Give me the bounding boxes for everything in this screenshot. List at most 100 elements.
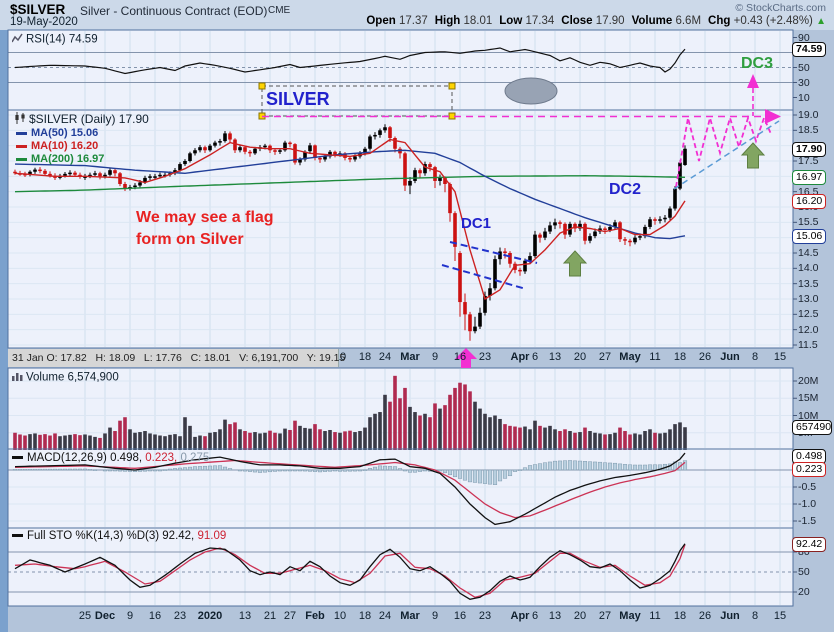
- macd-axis-label: -0.5: [798, 481, 817, 493]
- price-axis-label: 13.5: [798, 277, 819, 290]
- date-label: Jun: [720, 351, 740, 363]
- date-label: May: [619, 351, 641, 363]
- rsi-axis-label: 90: [798, 31, 810, 44]
- sto-value-2: 91.09: [197, 530, 227, 542]
- date-label: 23: [478, 351, 492, 363]
- value-callout: 0.223: [792, 462, 827, 478]
- macd-name: MACD(12,26,9): [27, 452, 107, 464]
- date-label: 20: [573, 351, 587, 363]
- price-legend: $SILVER (Daily) 17.90: [14, 112, 149, 127]
- rsi-axis-label: 10: [798, 91, 810, 104]
- price-axis-label: 12.0: [798, 323, 819, 336]
- chg-value: +0.43 (+2.48%): [733, 15, 813, 27]
- date-label: 11: [649, 610, 661, 622]
- date-label: 15: [773, 351, 787, 363]
- price-axis-label: 14.0: [798, 262, 819, 275]
- volume-bars-icon: [12, 371, 23, 384]
- sto-panel-label: Full STO %K(14,3) %D(3) 92.42, 91.09: [12, 530, 226, 542]
- high-label: High: [434, 15, 461, 27]
- date-label: Dec: [94, 610, 116, 622]
- right-arrowhead-icon[interactable]: [765, 109, 781, 124]
- low-label: Low: [499, 15, 523, 27]
- dc1-upper-trendline[interactable]: [449, 241, 538, 264]
- flag-note-line1[interactable]: We may see a flag: [136, 209, 274, 226]
- date-label: 24: [378, 610, 392, 622]
- date-label: 16: [453, 610, 467, 622]
- ma200-legend: MA(200) 16.97: [16, 153, 104, 165]
- date-label: 13: [238, 610, 252, 622]
- up-arrowhead-icon[interactable]: [747, 74, 759, 88]
- dc1-lower-trendline[interactable]: [441, 264, 527, 290]
- green-up-arrow-annotation[interactable]: [740, 142, 766, 169]
- ma50-swatch-icon: [16, 131, 27, 135]
- sto-axis-label: 50: [798, 566, 810, 578]
- price-axis-label: 11.5: [798, 339, 818, 351]
- value-callout: 92.42: [792, 536, 827, 552]
- exchange-label: CME: [268, 5, 291, 16]
- bottom-date-axis: [8, 606, 793, 632]
- date-label: 2020: [197, 610, 223, 622]
- date-label: 23: [173, 610, 187, 622]
- value-callout: 15.06: [792, 228, 827, 244]
- chart-date: 19-May-2020: [10, 16, 78, 28]
- price-axis-label: 14.5: [798, 247, 819, 259]
- flag-trendline-annotation[interactable]: [673, 120, 780, 190]
- date-label: 6: [531, 351, 539, 363]
- ma10-text: MA(10) 16.20: [31, 140, 99, 152]
- selection-handle[interactable]: [448, 82, 456, 90]
- symbol-title: $SILVER: [10, 2, 66, 17]
- up-triangle-icon: ▲: [816, 16, 826, 27]
- rsi-panel-label: RSI(14) 74.59: [11, 33, 98, 46]
- selection-handle[interactable]: [258, 82, 266, 90]
- sto-swatch-icon: [12, 534, 23, 538]
- value-callout: 16.20: [792, 193, 827, 209]
- open-label: Open: [366, 15, 396, 27]
- value-callout: 74.59: [792, 42, 827, 58]
- date-label: 18: [358, 610, 372, 622]
- silver-text-annotation[interactable]: SILVER: [266, 89, 330, 109]
- price-legend-text: $SILVER (Daily) 17.90: [29, 112, 149, 126]
- copyright: © StockCharts.com: [735, 2, 826, 14]
- header-background: [0, 0, 834, 30]
- green-up-arrow-annotation[interactable]: [562, 250, 588, 277]
- highlight-blob-annotation[interactable]: [504, 77, 558, 105]
- dc3-annotation[interactable]: DC3: [741, 55, 774, 72]
- date-label: 16: [148, 610, 162, 622]
- ma200-text: MA(200) 16.97: [31, 153, 105, 165]
- ma50-legend: MA(50) 15.06: [16, 127, 98, 139]
- date-label: 26: [698, 610, 712, 622]
- date-label: 13: [548, 610, 562, 622]
- rsi-axis-label: 30: [798, 76, 810, 89]
- price-axis-label: 18.5: [798, 124, 819, 137]
- price-axis-label: 12.5: [798, 308, 819, 321]
- date-label: 18: [673, 610, 687, 622]
- date-label: 23: [478, 610, 492, 622]
- data-readout-tooltip: 31 Jan O: 17.82 H: 18.09 L: 17.76 C: 18.…: [8, 349, 345, 367]
- macd-axis-label: -1.5: [798, 515, 817, 527]
- date-label: 20: [573, 610, 587, 622]
- macd-panel-label: MACD(12,26,9) 0.498, 0.223, 0.275: [12, 452, 209, 464]
- annotation-selection-box[interactable]: [261, 85, 453, 117]
- date-label: May: [619, 610, 641, 622]
- date-label: 18: [673, 351, 687, 363]
- macd-swatch-icon: [12, 456, 23, 460]
- price-axis-label: 15.5: [798, 216, 819, 229]
- dc2-annotation[interactable]: DC2: [609, 181, 642, 198]
- volume-axis-label: 15M: [798, 392, 819, 405]
- flag-note-line2[interactable]: form on Silver: [136, 231, 244, 248]
- volume-axis-label: 20M: [798, 375, 819, 387]
- ma10-swatch-icon: [16, 144, 27, 148]
- magenta-up-arrow-annotation[interactable]: [455, 348, 477, 368]
- date-label: 27: [598, 610, 612, 622]
- macd-value-2: 0.223,: [145, 452, 178, 464]
- date-label: 8: [751, 351, 759, 363]
- date-label: 27: [283, 610, 297, 622]
- sto-value-1: 92.42,: [162, 530, 195, 542]
- date-label: 26: [698, 351, 712, 363]
- high-value: 18.01: [463, 15, 493, 27]
- right-axis-background: [793, 30, 834, 632]
- dc1-annotation[interactable]: DC1: [461, 215, 492, 232]
- ma200-swatch-icon: [16, 157, 27, 161]
- date-label: Feb: [305, 610, 325, 622]
